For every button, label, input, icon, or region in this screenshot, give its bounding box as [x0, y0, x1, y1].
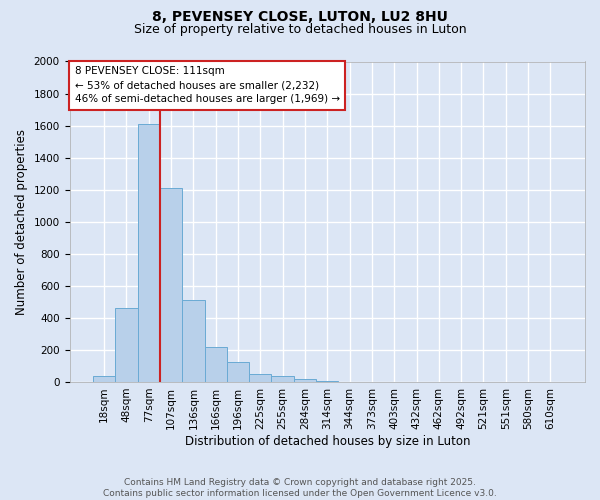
Y-axis label: Number of detached properties: Number of detached properties [15, 128, 28, 314]
Bar [93, 376, 115, 382]
Bar [316, 380, 338, 382]
Text: Size of property relative to detached houses in Luton: Size of property relative to detached ho… [134, 22, 466, 36]
Bar [182, 300, 205, 382]
Bar [160, 188, 182, 382]
Bar [249, 374, 271, 382]
Text: Contains HM Land Registry data © Crown copyright and database right 2025.
Contai: Contains HM Land Registry data © Crown c… [103, 478, 497, 498]
Bar [271, 376, 294, 382]
Bar [115, 308, 137, 382]
Text: 8 PEVENSEY CLOSE: 111sqm
← 53% of detached houses are smaller (2,232)
46% of sem: 8 PEVENSEY CLOSE: 111sqm ← 53% of detach… [74, 66, 340, 104]
Bar [294, 379, 316, 382]
Bar [205, 346, 227, 382]
Bar [137, 124, 160, 382]
Bar [227, 362, 249, 382]
X-axis label: Distribution of detached houses by size in Luton: Distribution of detached houses by size … [185, 434, 470, 448]
Text: 8, PEVENSEY CLOSE, LUTON, LU2 8HU: 8, PEVENSEY CLOSE, LUTON, LU2 8HU [152, 10, 448, 24]
